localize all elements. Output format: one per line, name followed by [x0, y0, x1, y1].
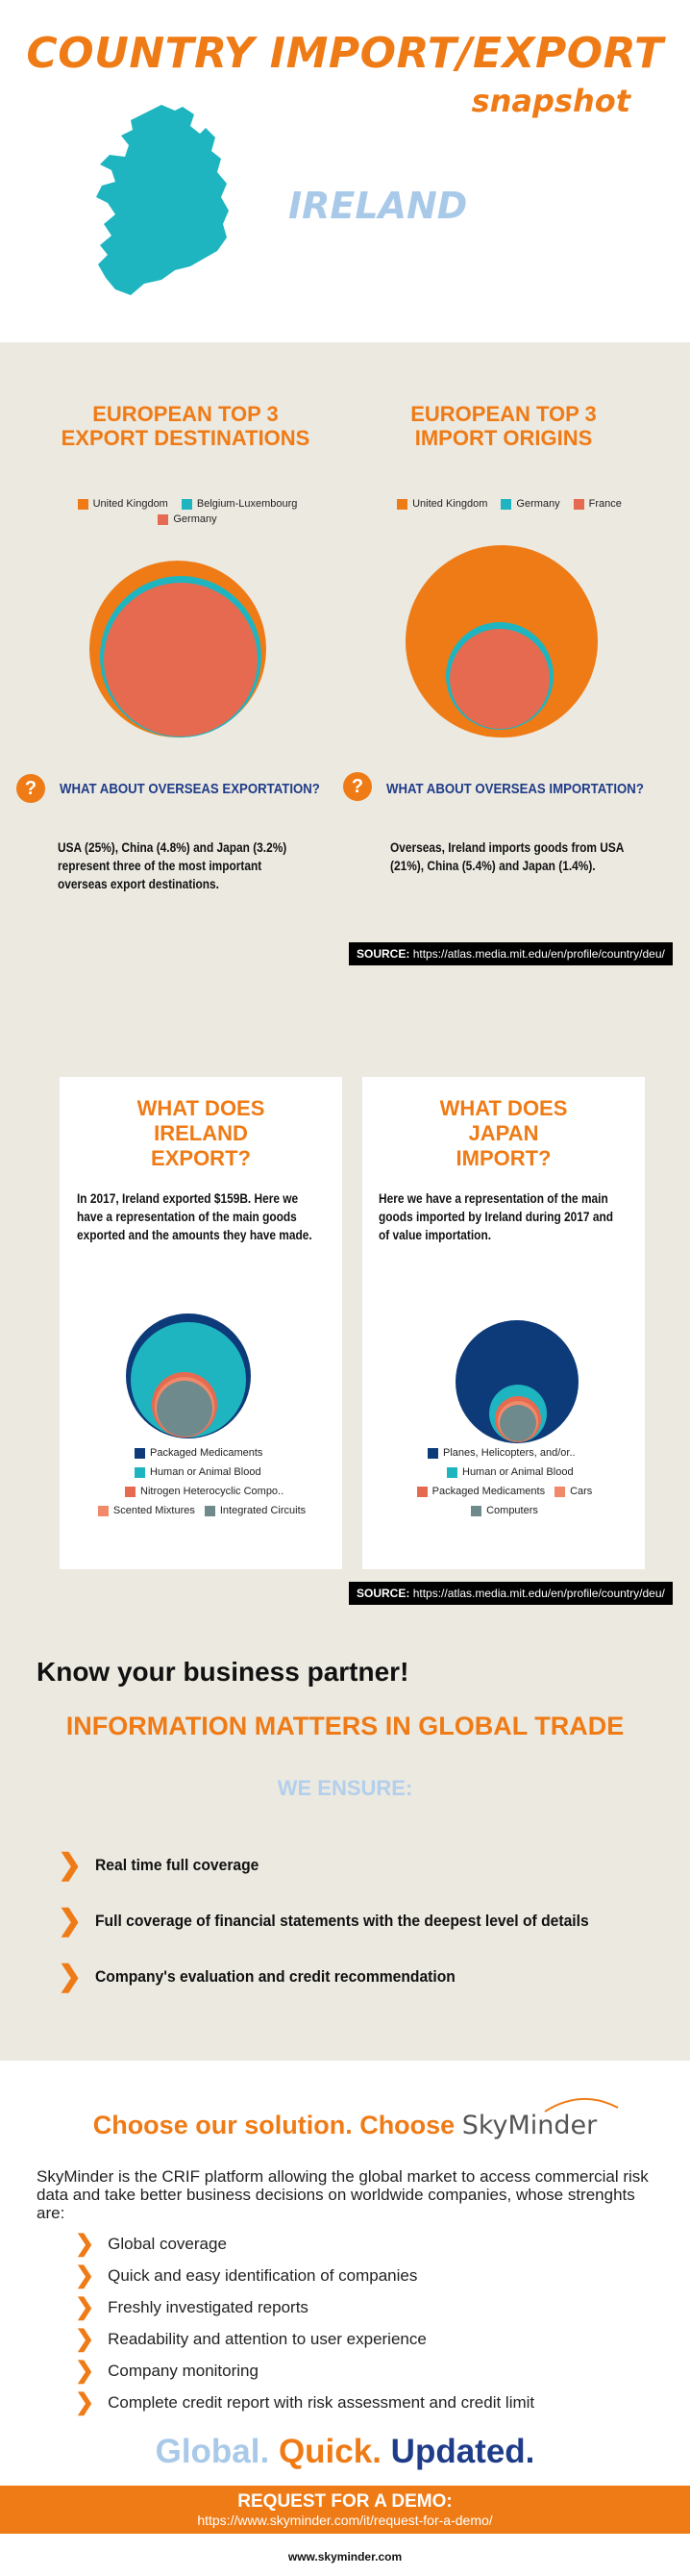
chevron-right-icon: ❯ — [75, 2389, 95, 2415]
know-partner-heading: Know your business partner! — [37, 1657, 409, 1687]
legend-swatch — [416, 1486, 428, 1497]
legend-swatch — [135, 1466, 145, 1478]
legend-item: Packaged Medicaments — [416, 1486, 545, 1497]
bubble-planes-helicopters — [456, 1320, 579, 1443]
legend-item: Scented Mixtures — [97, 1505, 195, 1516]
footer-url[interactable]: www.skyminder.com — [287, 2550, 403, 2563]
legend-swatch — [573, 498, 584, 510]
overseas-export-question: WHAT ABOUT OVERSEAS EXPORTATION? — [60, 781, 320, 797]
subtitle: snapshot — [471, 83, 630, 119]
import-bubble-chart — [406, 545, 598, 738]
export-legend: United Kingdom Belgium-Luxembourg German… — [58, 498, 317, 525]
bubble-integrated-circuits — [157, 1381, 212, 1437]
ireland-export-heading: WHAT DOES IRELAND EXPORT? — [136, 1096, 265, 1170]
legend-swatch — [97, 1505, 109, 1516]
chevron-right-icon: ❯ — [58, 1849, 83, 1881]
legend-item: Human or Animal Blood — [399, 1466, 610, 1478]
legend-item: Nitrogen Heterocyclic Compo.. — [96, 1486, 308, 1497]
feature-item: ❯ Company monitoring — [75, 2358, 259, 2384]
import-goods-bubble-chart — [456, 1320, 579, 1443]
ensure-item: ❯ Company's evaluation and credit recomm… — [58, 1961, 456, 1992]
ireland-export-text: In 2017, Ireland exported $159B. Here we… — [77, 1190, 312, 1242]
legend-swatch — [447, 1466, 457, 1478]
request-demo-link[interactable]: https://www.skyminder.com/it/request-for… — [197, 2513, 493, 2528]
overseas-export-text: USA (25%), China (4.8%) and Japan (3.2%)… — [58, 839, 287, 891]
skyminder-logo: SkyMinder — [461, 2111, 598, 2140]
export-destinations-heading: EUROPEAN TOP 3 EXPORT DESTINATIONS — [61, 402, 310, 450]
legend-item: Germany — [158, 513, 217, 525]
chevron-right-icon: ❯ — [58, 1905, 83, 1937]
feature-item: ❯ Readability and attention to user exper… — [75, 2326, 427, 2352]
bubble-france — [450, 629, 550, 729]
ensure-item: ❯ Real time full coverage — [58, 1849, 259, 1881]
import-origins-heading: EUROPEAN TOP 3 IMPORT ORIGINS — [410, 402, 597, 450]
japan-import-text: Here we have a representation of the mai… — [379, 1190, 613, 1242]
export-bubble-chart — [89, 561, 266, 738]
import-goods-legend: Planes, Helicopters, and/or.. Human or A… — [370, 1447, 639, 1516]
legend-item: Belgium-Luxembourg — [181, 498, 297, 510]
legend-swatch — [501, 498, 512, 510]
chevron-right-icon: ❯ — [75, 2263, 95, 2288]
legend-item: Cars — [554, 1486, 592, 1497]
legend-item: United Kingdom — [397, 498, 487, 510]
import-legend: United Kingdom Germany France — [384, 498, 634, 510]
legend-swatch — [158, 513, 169, 525]
chevron-right-icon: ❯ — [75, 2326, 95, 2352]
main-title: COUNTRY IMPORT/EXPORT — [26, 29, 664, 78]
legend-swatch — [554, 1486, 566, 1497]
question-icon: ? — [16, 774, 45, 803]
legend-item: Computers — [399, 1505, 610, 1516]
export-goods-bubble-chart — [126, 1313, 251, 1438]
question-icon: ? — [343, 772, 372, 801]
legend-item: Human or Animal Blood — [106, 1466, 298, 1478]
bubble-computers — [500, 1405, 536, 1441]
tagline: Global. Quick. Updated. — [155, 2433, 535, 2470]
export-goods-legend: Packaged Medicaments Human or Animal Blo… — [67, 1447, 336, 1516]
legend-item: Packaged Medicaments — [106, 1447, 298, 1459]
bubble-germany — [104, 583, 258, 737]
chevron-right-icon: ❯ — [75, 2231, 95, 2257]
ensure-item: ❯ Full coverage of financial statements … — [58, 1905, 589, 1937]
trade-source: SOURCE: https://atlas.media.mit.edu/en/p… — [349, 942, 673, 965]
legend-swatch — [428, 1447, 438, 1459]
legend-swatch — [135, 1447, 145, 1459]
overseas-import-text: Overseas, Ireland imports goods from USA… — [390, 839, 624, 873]
feature-item: ❯ Freshly investigated reports — [75, 2294, 308, 2320]
chevron-right-icon: ❯ — [75, 2358, 95, 2384]
country-name: IRELAND — [288, 185, 468, 227]
source-link[interactable]: https://atlas.media.mit.edu/en/profile/c… — [412, 1587, 665, 1600]
choose-solution-heading: Choose our solution. Choose SkyMinder — [92, 2111, 598, 2140]
chevron-right-icon: ❯ — [58, 1961, 83, 1992]
legend-swatch — [77, 498, 88, 510]
legend-swatch — [125, 1486, 136, 1497]
goods-source: SOURCE: https://atlas.media.mit.edu/en/p… — [349, 1582, 673, 1605]
we-ensure-heading: WE ENSURE: — [277, 1776, 413, 1800]
legend-swatch — [181, 498, 192, 510]
request-demo-label: REQUEST FOR A DEMO: — [237, 2491, 453, 2512]
legend-swatch — [397, 498, 408, 510]
feature-item: ❯ Complete credit report with risk assess… — [75, 2389, 535, 2415]
skyminder-swoosh-icon — [544, 2098, 619, 2113]
japan-import-heading: WHAT DOES JAPAN IMPORT? — [439, 1096, 568, 1170]
legend-item: Integrated Circuits — [204, 1505, 306, 1516]
legend-item: France — [573, 498, 622, 510]
overseas-import-question: WHAT ABOUT OVERSEAS IMPORTATION? — [386, 781, 644, 797]
feature-item: ❯ Quick and easy identification of compan… — [75, 2263, 418, 2288]
feature-item: ❯ Global coverage — [75, 2231, 227, 2257]
source-link[interactable]: https://atlas.media.mit.edu/en/profile/c… — [412, 947, 665, 961]
legend-item: United Kingdom — [77, 498, 168, 510]
skyminder-description: SkyMinder is the CRIF platform allowing … — [37, 2167, 649, 2222]
chevron-right-icon: ❯ — [75, 2294, 95, 2320]
request-demo-banner[interactable]: REQUEST FOR A DEMO: https://www.skyminde… — [0, 2486, 690, 2534]
legend-item: Germany — [501, 498, 560, 510]
ireland-map-icon — [96, 105, 229, 295]
legend-item: Planes, Helicopters, and/or.. — [399, 1447, 610, 1459]
info-matters-heading: INFORMATION MATTERS IN GLOBAL TRADE — [65, 1712, 625, 1740]
legend-swatch — [204, 1505, 215, 1516]
legend-swatch — [471, 1505, 482, 1516]
